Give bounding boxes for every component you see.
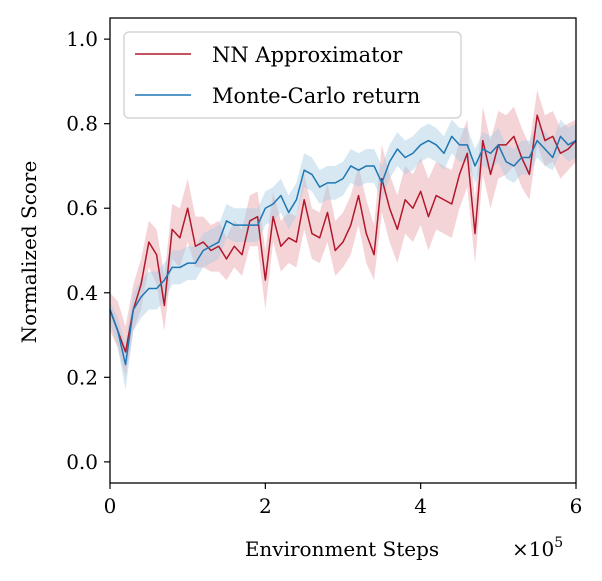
- series-line-mc: [109, 135, 577, 366]
- x-tick-label: 4: [414, 494, 427, 518]
- plot-frame: [109, 17, 577, 484]
- axes-frame: [109, 17, 577, 484]
- lines-layer: [109, 114, 577, 366]
- x-tick-label: 2: [259, 494, 272, 518]
- legend: NN Approximator Monte-Carlo return: [123, 31, 462, 119]
- bands-layer: [110, 89, 576, 390]
- x-tick-label: 6: [570, 494, 583, 518]
- y-tick-label: 0.2: [66, 365, 98, 389]
- y-axis-label: Normalized Score: [17, 161, 41, 344]
- x-axis-label: Environment Steps: [245, 537, 439, 561]
- y-tick-label: 0.0: [66, 450, 98, 474]
- confidence-band-nn: [110, 89, 576, 378]
- x-tick-label: 0: [104, 494, 117, 518]
- x-ticks: 0 2 4 6: [104, 483, 583, 518]
- legend-box: [123, 31, 462, 119]
- confidence-band-mc: [110, 119, 576, 390]
- legend-label-mc: Monte-Carlo return: [212, 84, 420, 108]
- x-multiplier-base: ×10: [512, 537, 554, 561]
- y-tick-label: 0.6: [66, 196, 98, 220]
- x-multiplier-exponent: 5: [554, 535, 563, 551]
- legend-label-nn: NN Approximator: [212, 43, 403, 67]
- y-tick-label: 1.0: [66, 27, 98, 51]
- y-tick-label: 0.4: [66, 281, 98, 305]
- x-multiplier-label: ×105: [512, 535, 563, 561]
- y-ticks: 0.0 0.2 0.4 0.6 0.8 1.0: [66, 27, 110, 474]
- y-tick-label: 0.8: [66, 112, 98, 136]
